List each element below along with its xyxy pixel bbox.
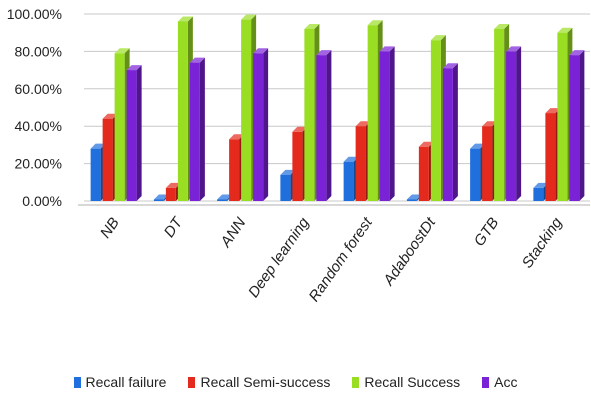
bar bbox=[569, 50, 585, 201]
x-tick-label: DT bbox=[161, 213, 187, 241]
legend-swatch bbox=[73, 376, 81, 388]
y-tick-label: 40.00% bbox=[15, 118, 62, 134]
bar bbox=[189, 57, 205, 202]
x-tick-label: Deep learning bbox=[245, 214, 313, 301]
legend-item-recall-success: Recall Success bbox=[352, 374, 460, 390]
legend: Recall failure Recall Semi-success Recal… bbox=[0, 372, 591, 392]
x-tick-label: ANN bbox=[217, 214, 250, 251]
legend-label: Recall Semi-success bbox=[200, 374, 331, 390]
bar bbox=[316, 50, 332, 201]
bar bbox=[126, 65, 142, 201]
bar bbox=[442, 63, 458, 202]
x-tick-label: Stacking bbox=[519, 214, 566, 271]
y-tick-label: 100.00% bbox=[7, 6, 62, 22]
legend-swatch bbox=[188, 376, 196, 388]
y-axis-ticks: 0.00% 20.00% 40.00% 60.00% 80.00% 100.00% bbox=[7, 6, 62, 209]
legend-item-recall-failure: Recall failure bbox=[73, 374, 167, 390]
gridlines bbox=[78, 13, 590, 206]
legend-item-recall-semi-success: Recall Semi-success bbox=[188, 374, 330, 390]
y-tick-label: 60.00% bbox=[15, 81, 62, 97]
legend-label: Acc bbox=[494, 374, 518, 390]
legend-item-acc: Acc bbox=[482, 374, 517, 390]
legend-swatch bbox=[352, 376, 360, 388]
legend-label: Recall Success bbox=[364, 374, 461, 390]
y-tick-label: 20.00% bbox=[15, 156, 62, 172]
bars bbox=[90, 14, 585, 202]
bar bbox=[379, 46, 395, 202]
bar bbox=[253, 48, 269, 201]
x-tick-label: NB bbox=[97, 215, 123, 242]
x-tick-label: AdaboostDt bbox=[380, 214, 440, 289]
y-tick-label: 0.00% bbox=[22, 193, 62, 209]
x-tick-label: GTB bbox=[471, 215, 503, 250]
y-tick-label: 80.00% bbox=[15, 43, 62, 59]
bar bbox=[506, 46, 522, 202]
legend-swatch bbox=[482, 376, 490, 388]
legend-label: Recall failure bbox=[85, 374, 167, 390]
x-tick-label: Random forest bbox=[306, 214, 377, 305]
